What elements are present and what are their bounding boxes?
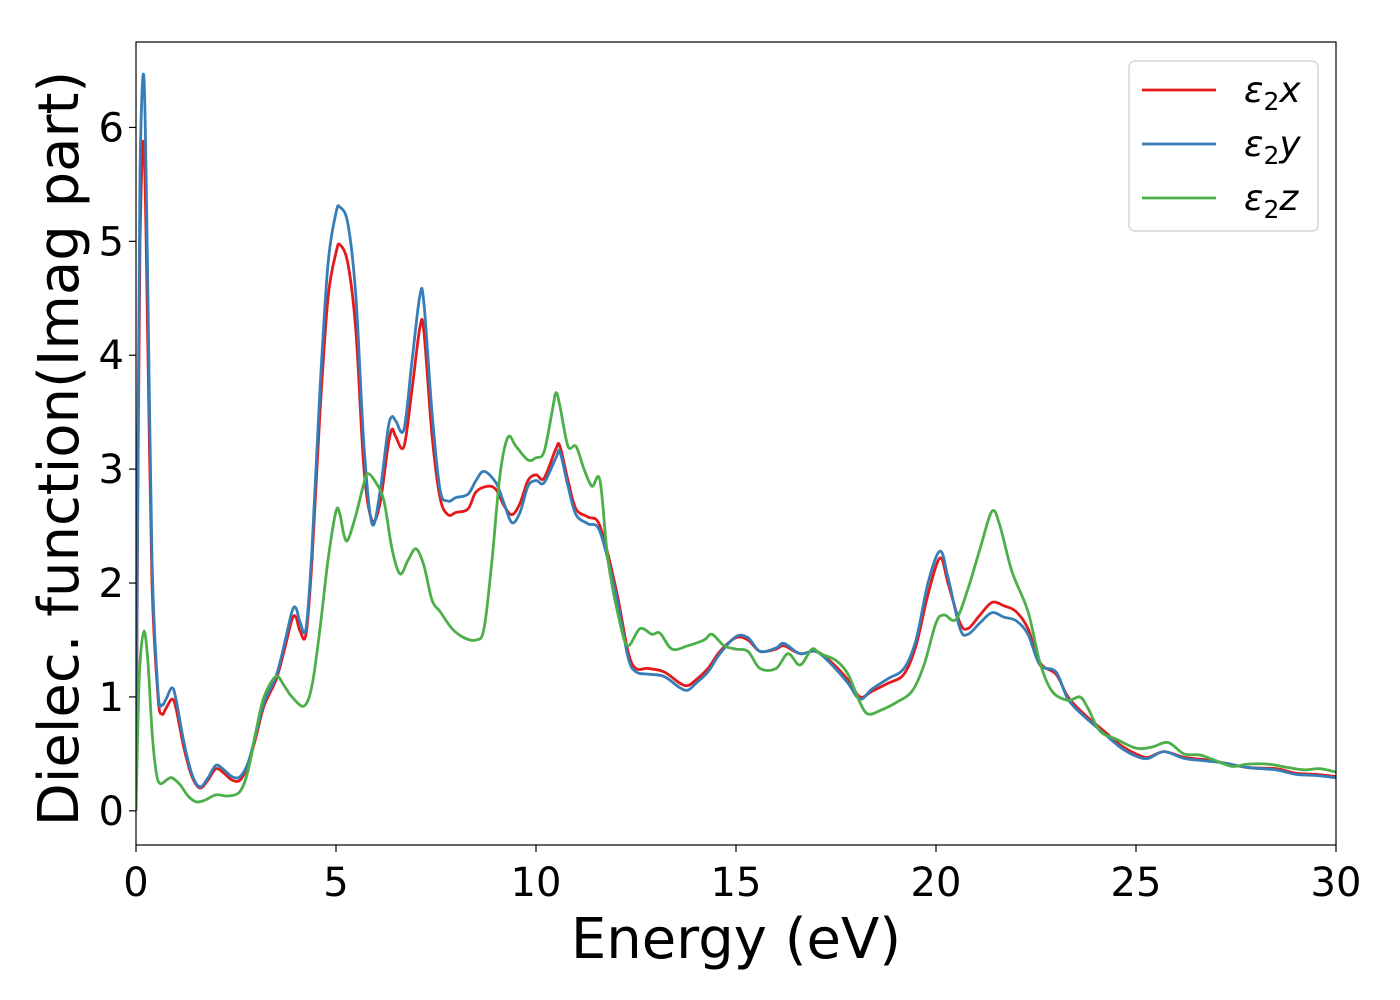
y-tick-label: 1 <box>99 675 124 721</box>
legend-label-2: ε2y <box>1244 124 1301 170</box>
plot-frame <box>135 41 1337 846</box>
y-tick-label: 4 <box>99 333 124 379</box>
x-tick-label: 10 <box>511 860 562 906</box>
x-axis-label: Energy (eV) <box>571 907 901 972</box>
legend: ε2x ε2y ε2z <box>1128 60 1319 232</box>
y-axis-label: Dielec. function(Imag part) <box>27 71 92 827</box>
y-tick-label: 2 <box>99 561 124 607</box>
x-tick-label: 30 <box>1311 860 1362 906</box>
series-line-2 <box>136 72 1336 811</box>
legend-box <box>1128 60 1319 232</box>
x-tick-label: 5 <box>323 860 348 906</box>
y-tick-label: 5 <box>99 219 124 265</box>
y-tick-label: 3 <box>99 447 124 493</box>
y-axis-ticks: 0 1 2 3 4 5 6 <box>99 105 136 835</box>
y-tick-label: 6 <box>99 105 124 151</box>
series-layer <box>136 72 1336 811</box>
legend-label-1: ε2x <box>1244 70 1301 116</box>
legend-label-3: ε2z <box>1244 178 1299 224</box>
x-axis-ticks: 0 5 10 15 20 25 30 <box>123 845 1361 906</box>
x-tick-label: 15 <box>711 860 762 906</box>
series-line-3 <box>136 391 1336 811</box>
series-line-1 <box>136 139 1336 811</box>
y-tick-label: 0 <box>99 789 124 835</box>
x-tick-label: 25 <box>1111 860 1162 906</box>
x-tick-label: 0 <box>123 860 148 906</box>
x-tick-label: 20 <box>911 860 962 906</box>
